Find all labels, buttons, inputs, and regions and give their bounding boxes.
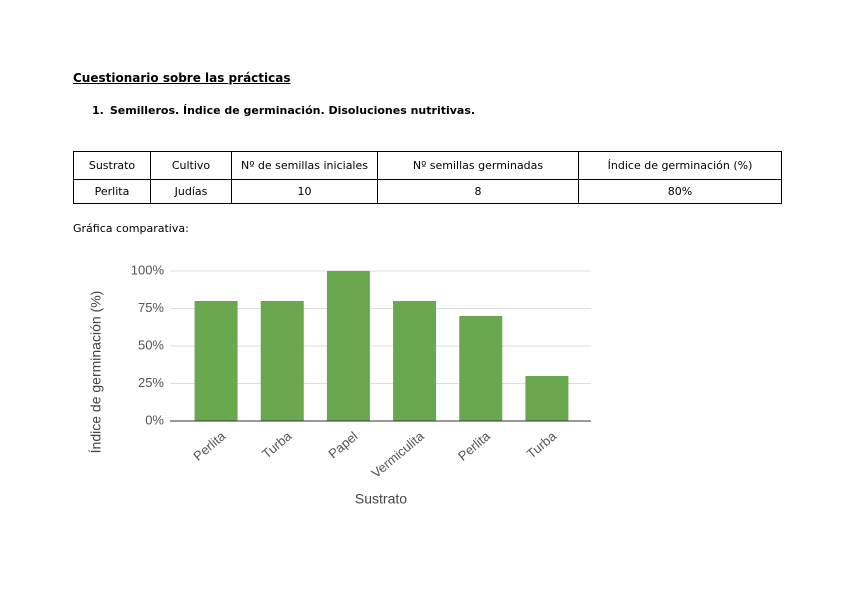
item-text: Semilleros. Índice de germinación. Disol…: [109, 104, 476, 117]
y-tick-label: 50%: [138, 337, 164, 352]
table-row: Perlita Judías 10 8 80%: [73, 179, 782, 204]
table-cell: Nº semillas germinadas: [377, 151, 579, 180]
table-row: Sustrato Cultivo Nº de semillas iniciales N…: [73, 151, 782, 180]
x-tick-label: Perlita: [455, 428, 493, 464]
table-cell: 10: [231, 179, 378, 204]
bar: [326, 271, 370, 421]
y-tick-label: 0%: [145, 412, 164, 427]
x-tick-label: Vermiculita: [368, 428, 427, 481]
x-tick-label: Turba: [259, 428, 295, 462]
item-number: 1.: [92, 104, 104, 117]
x-tick-label: Turba: [524, 428, 560, 462]
y-axis-title: Índice de germinación (%): [88, 291, 104, 454]
list-item: 1. Semilleros. Índice de germinación. Dis…: [92, 104, 475, 117]
x-tick-label: Perlita: [190, 428, 228, 464]
bar: [194, 301, 238, 421]
bar: [260, 301, 304, 421]
y-tick-label: 100%: [131, 262, 165, 277]
bar: [459, 316, 503, 421]
x-tick-label: Papel: [325, 428, 360, 461]
bar: [525, 376, 569, 421]
table: Sustrato Cultivo Nº de semillas iniciales N…: [73, 151, 782, 204]
bar: [393, 301, 437, 421]
table-cell: 80%: [578, 179, 782, 204]
table-cell: Perlita: [73, 179, 151, 204]
caption: Gráfica comparativa:: [73, 222, 189, 235]
table-cell: Índice de germinación (%): [578, 151, 782, 180]
x-axis-title: Sustrato: [355, 491, 407, 507]
y-tick-label: 25%: [138, 375, 164, 390]
table-cell: Judías: [150, 179, 232, 204]
doc-title: Cuestionario sobre las prácticas: [73, 71, 291, 85]
y-tick-label: 75%: [138, 300, 164, 315]
table-cell: 8: [377, 179, 579, 204]
